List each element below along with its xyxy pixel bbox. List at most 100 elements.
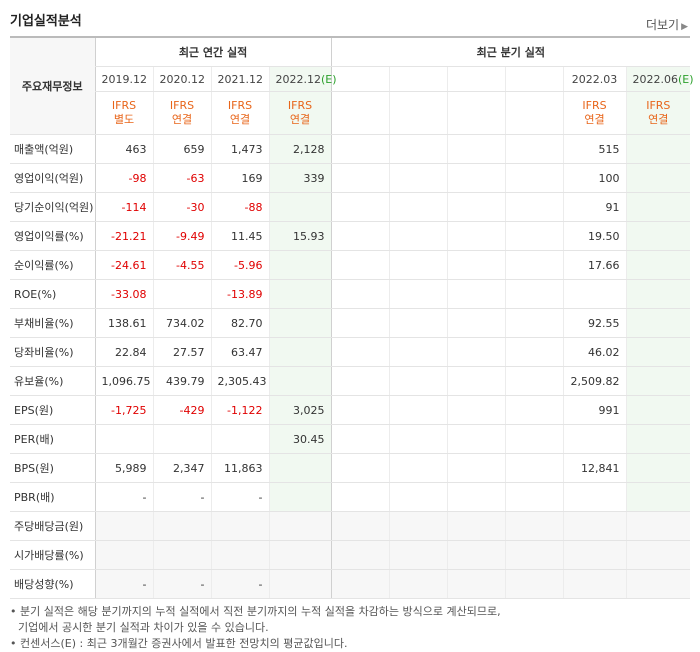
- corner-header: 주요재무정보: [10, 36, 95, 135]
- table-cell: 15.93: [268, 221, 332, 251]
- table-cell: [268, 250, 332, 280]
- table-cell: 1,473: [210, 134, 269, 164]
- table-cell: [504, 453, 564, 483]
- table-cell: 2,347: [152, 453, 211, 483]
- table-cell: -13.89: [210, 279, 269, 309]
- table-cell: [388, 134, 448, 164]
- table-cell: [268, 279, 332, 309]
- row-label: 매출액(억원): [10, 134, 95, 164]
- table-cell: [94, 511, 153, 541]
- period-header: 2019.12: [94, 66, 153, 92]
- footnotes: • 분기 실적은 해당 분기까지의 누적 실적에서 직전 분기까지의 누적 실적…: [10, 604, 501, 652]
- period-header: [388, 66, 448, 92]
- table-row: 순이익률(%) -24.61 -4.55 -5.96 17.66: [10, 250, 691, 280]
- table-cell: -33.08: [94, 279, 153, 309]
- more-label: 더보기: [645, 18, 680, 32]
- table-cell: [625, 540, 691, 570]
- ifrs-header: IFRS 연결: [210, 91, 269, 135]
- table-cell: [330, 337, 390, 367]
- table-cell: [446, 511, 506, 541]
- chevron-right-icon: ▶: [681, 22, 688, 32]
- table-cell: 27.57: [152, 337, 211, 367]
- row-label: 유보율(%): [10, 366, 95, 396]
- table-cell: 82.70: [210, 308, 269, 338]
- row-label: 당좌비율(%): [10, 337, 95, 367]
- table-cell: [268, 569, 332, 599]
- table-cell: 100: [562, 163, 627, 193]
- table-cell: [625, 163, 691, 193]
- table-cell: [504, 424, 564, 454]
- table-cell: [504, 250, 564, 280]
- table-cell: 991: [562, 395, 627, 425]
- table-cell: [504, 540, 564, 570]
- table-cell: [504, 221, 564, 251]
- table-cell: [388, 221, 448, 251]
- table-row: 당기순이익(억원) -114 -30 -88 91: [10, 192, 691, 222]
- table-cell: [625, 221, 691, 251]
- table-cell: [625, 482, 691, 512]
- financial-summary-table: 주요재무정보 최근 연간 실적 최근 분기 실적 2019.12 2020.12 2…: [10, 36, 694, 599]
- table-row: BPS(원) 5,989 2,347 11,863 12,841: [10, 453, 691, 483]
- table-cell: [388, 511, 448, 541]
- table-cell: -21.21: [94, 221, 153, 251]
- table-cell: [388, 395, 448, 425]
- table-cell: [625, 366, 691, 396]
- table-cell: [504, 569, 564, 599]
- table-cell: [446, 308, 506, 338]
- table-cell: [152, 511, 211, 541]
- period-header: 2022.03: [562, 66, 627, 92]
- table-cell: [446, 279, 506, 309]
- table-cell: [562, 482, 627, 512]
- table-cell: [210, 511, 269, 541]
- table-cell: [446, 540, 506, 570]
- table-cell: [330, 395, 390, 425]
- table-cell: [268, 337, 332, 367]
- table-cell: [152, 424, 211, 454]
- table-cell: 659: [152, 134, 211, 164]
- table-cell: [330, 163, 390, 193]
- table-cell: [446, 453, 506, 483]
- table-cell: [446, 134, 506, 164]
- table-row: 부채비율(%) 138.61 734.02 82.70 92.55: [10, 308, 691, 338]
- footnote-2: • 컨센서스(E) : 최근 3개월간 증권사에서 발표한 전망치의 평균값입니…: [10, 637, 348, 650]
- table-cell: [210, 424, 269, 454]
- table-cell: [446, 569, 506, 599]
- table-cell: 2,509.82: [562, 366, 627, 396]
- table-cell: [504, 308, 564, 338]
- table-cell: 339: [268, 163, 332, 193]
- row-label: 영업이익(억원): [10, 163, 95, 193]
- ifrs-header: IFRS 별도: [94, 91, 153, 135]
- table-cell: -: [210, 482, 269, 512]
- table-cell: [330, 569, 390, 599]
- more-link[interactable]: 더보기 ▶: [646, 16, 688, 33]
- table-cell: [504, 163, 564, 193]
- table-cell: [388, 250, 448, 280]
- table-cell: [446, 163, 506, 193]
- table-row: 주당배당금(원): [10, 511, 691, 541]
- table-cell: 734.02: [152, 308, 211, 338]
- table-cell: -98: [94, 163, 153, 193]
- table-cell: 138.61: [94, 308, 153, 338]
- table-cell: [504, 134, 564, 164]
- table-cell: [388, 569, 448, 599]
- table-cell: [330, 511, 390, 541]
- table-row: 당좌비율(%) 22.84 27.57 63.47 46.02: [10, 337, 691, 367]
- table-cell: [268, 540, 332, 570]
- table-row: 시가배당률(%): [10, 540, 691, 570]
- table-cell: -88: [210, 192, 269, 222]
- footnote-1: • 분기 실적은 해당 분기까지의 누적 실적에서 직전 분기까지의 누적 실적…: [10, 605, 501, 618]
- table-row: 유보율(%) 1,096.75 439.79 2,305.43 2,509.82: [10, 366, 691, 396]
- table-cell: 11.45: [210, 221, 269, 251]
- row-label: BPS(원): [10, 453, 95, 483]
- table-cell: -1,725: [94, 395, 153, 425]
- table-cell: [625, 453, 691, 483]
- table-cell: -30: [152, 192, 211, 222]
- table-cell: [446, 250, 506, 280]
- row-label: 순이익률(%): [10, 250, 95, 280]
- table-cell: [388, 453, 448, 483]
- table-cell: -114: [94, 192, 153, 222]
- table-cell: [330, 366, 390, 396]
- table-cell: [330, 221, 390, 251]
- table-cell: -24.61: [94, 250, 153, 280]
- ifrs-header: IFRS 연결: [268, 91, 332, 135]
